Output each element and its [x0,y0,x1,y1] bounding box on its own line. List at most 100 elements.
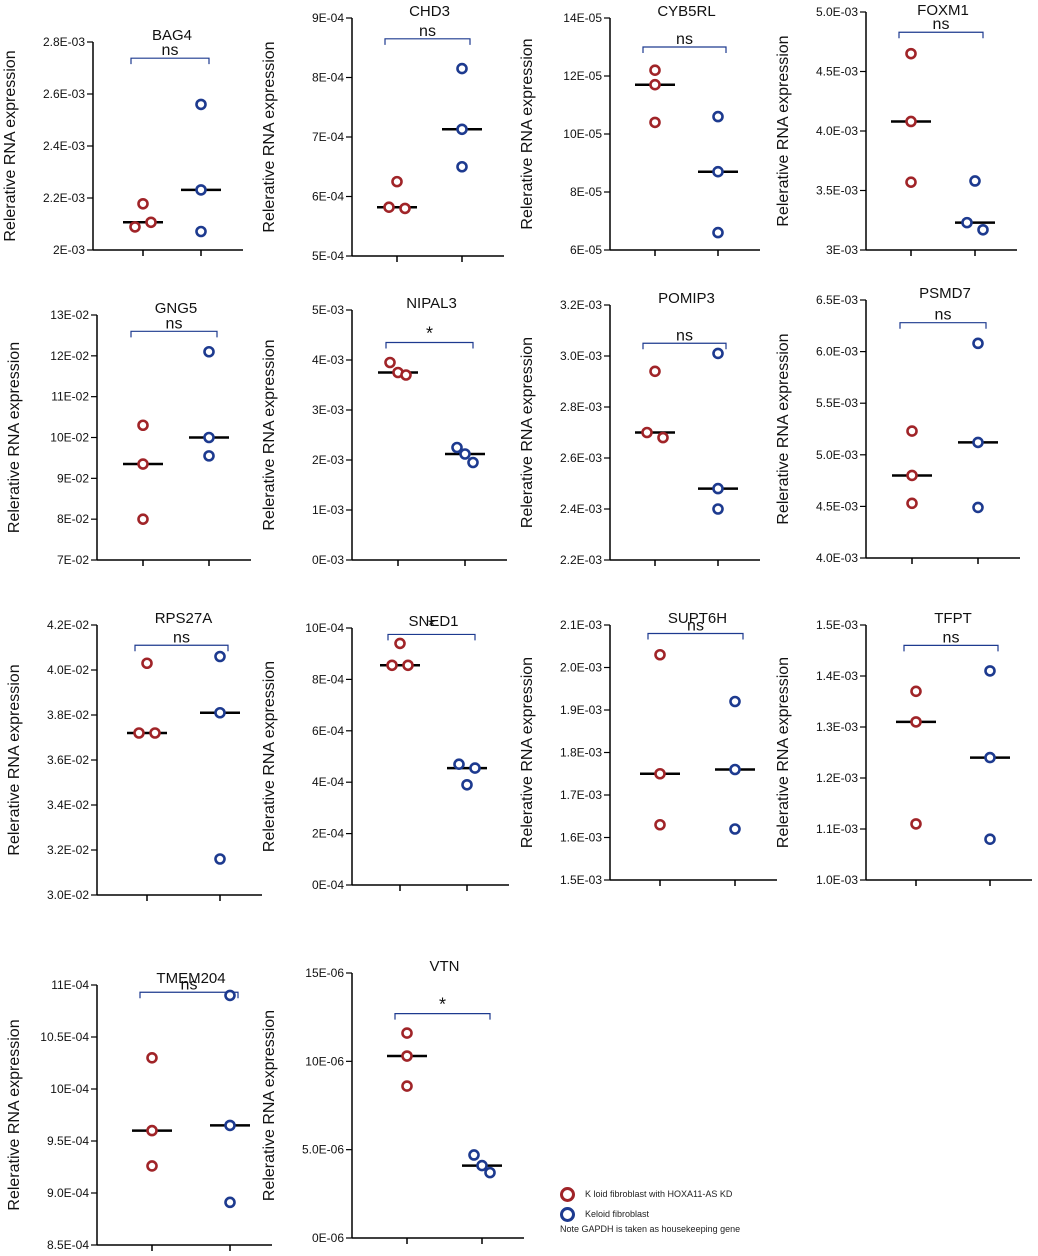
y-tick-label: 9E-02 [57,471,89,485]
data-point-control [969,175,981,187]
chart-title: SUPT6H [668,610,727,627]
data-point-kd [906,469,918,482]
significance-label: ns [162,42,179,59]
data-point-kd [137,458,149,470]
data-point-control [203,450,215,462]
chart-title: BAG4 [152,27,192,44]
y-tick-label: 9E-04 [312,11,344,25]
y-tick-label: 1.5E-03 [816,618,858,632]
y-tick-label: 2.4E-03 [560,502,602,516]
y-axis-title: Relerative RNA expression [2,50,19,241]
data-point-control [224,1196,236,1209]
y-tick-label: 10.5E-04 [40,1030,89,1044]
data-point-kd [129,221,141,233]
significance-label: * [439,995,446,1015]
y-tick-label: 5.0E-03 [816,448,858,462]
significance-label: ns [935,307,952,324]
y-tick-label: 6.5E-03 [816,293,858,307]
y-tick-label: 4.0E-03 [816,124,858,138]
data-point-kd [402,659,414,672]
data-point-control [456,160,468,173]
y-axis-title: Relerative RNA expression [519,38,536,229]
y-tick-label: 1.5E-03 [560,873,602,887]
legend-item-kd: K loid fibroblast with HOXA11-AS KD [560,1184,732,1204]
data-point-kd [905,176,917,188]
y-axis-title: Relerative RNA expression [519,337,536,528]
chart-title: VTN [430,958,460,975]
chart-title: GNG5 [155,300,198,317]
data-point-control [451,441,463,454]
data-point-kd [654,818,666,831]
data-point-kd [401,1080,413,1092]
y-tick-label: 3.6E-02 [47,753,89,767]
y-tick-label: 12E-05 [563,69,602,83]
chart-title: TFPT [934,610,972,627]
chart-panel-rps27a: 3.0E-02 3.2E-02 3.4E-02 3.6E-02 3.8E-02 4.0E-… [6,610,262,902]
y-tick-label: 1.6E-03 [560,831,602,845]
significance-label: ns [173,629,190,646]
y-tick-label: 6E-04 [312,190,344,204]
y-tick-label: 3.4E-02 [47,798,89,812]
chart-panel-tfpt: 1.0E-03 1.1E-03 1.2E-03 1.3E-03 1.4E-03 1.5E-… [775,610,1032,887]
data-point-kd [654,648,666,661]
data-point-control [984,833,996,846]
y-tick-label: 15E-06 [305,966,344,980]
y-tick-label: 2.2E-03 [560,553,602,567]
data-point-control [984,665,996,677]
data-point-kd [399,202,411,215]
chart-panel-pomip3: 2.2E-03 2.4E-03 2.6E-03 2.8E-03 3.0E-03 3.2E-… [519,290,760,567]
data-point-kd [906,497,918,510]
y-tick-label: 1.1E-03 [816,822,858,836]
data-point-kd [137,513,149,525]
data-point-control [972,501,984,514]
y-tick-label: 1.2E-03 [816,771,858,785]
legend-note: Note GAPDH is taken as housekeeping gene [560,1224,741,1234]
significance-label: ns [181,976,198,993]
data-point-kd [649,116,661,129]
significance-bracket [385,341,474,349]
y-tick-label: 3.2E-02 [47,843,89,857]
data-point-control [729,695,741,708]
chart-title: TMEM204 [156,970,225,987]
y-tick-label: 6E-04 [312,724,344,738]
y-tick-label: 14E-05 [563,11,602,25]
y-tick-label: 5.5E-03 [816,396,858,410]
data-point-control [729,823,741,835]
y-tick-label: 1.4E-03 [816,669,858,683]
legend-control-marker-icon [560,1206,575,1222]
chart-panel-nipal3: 0E-03 1E-03 2E-03 3E-03 4E-03 5E-03 Relerative… [261,295,507,567]
data-point-control [195,225,207,238]
data-point-control [195,184,207,196]
data-point-control [214,853,226,865]
data-point-control [712,226,724,239]
y-tick-label: 2.2E-03 [43,191,85,205]
y-tick-label: 2E-04 [312,827,344,841]
data-point-kd [137,419,149,432]
data-point-control [195,98,207,111]
data-point-control [203,431,215,444]
data-point-control [468,1149,480,1161]
y-tick-label: 10E-05 [563,127,602,141]
chart-panel-gng5: 7E-02 8E-02 9E-02 10E-02 11E-02 12E-02 13E-02 R… [6,300,251,567]
y-tick-label: 8E-04 [312,672,344,686]
chart-panel-bag4: 2E-03 2.2E-03 2.4E-03 2.6E-03 2.8E-03 Relerat… [2,27,243,257]
y-tick-label: 8.5E-04 [47,1238,89,1252]
chart-title: POMIP3 [658,290,715,307]
y-axis-title: Relerative RNA expression [775,333,792,524]
data-point-control [214,650,226,663]
y-tick-label: 8E-05 [570,185,602,199]
data-point-control [453,758,465,771]
significance-label: ns [676,327,693,344]
data-point-control [977,223,989,236]
y-tick-label: 10E-04 [50,1082,89,1096]
significance-label: ns [933,16,950,33]
data-point-kd [906,425,918,437]
y-axis-title: Relerative RNA expression [261,661,278,852]
chart-panel-vtn: 0E-06 5.0E-06 10E-06 15E-06 Relerative RNA e… [261,958,524,1245]
significance-label: ns [166,315,183,332]
data-point-kd [641,426,653,439]
legend-control-label: Keloid fibroblast [585,1209,650,1219]
chart-panel-tmem204: 8.5E-04 9.0E-04 9.5E-04 10E-04 10.5E-04 11E-0… [6,970,272,1252]
y-tick-label: 4E-04 [312,775,344,789]
data-point-kd [649,64,661,76]
